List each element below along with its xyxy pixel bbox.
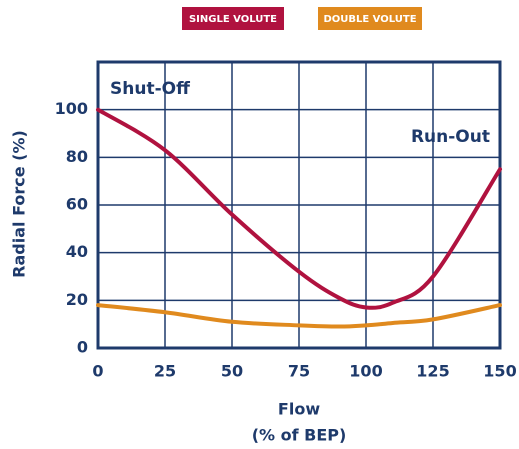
y-tick-label: 20 [66,290,88,309]
y-axis-label: Radial Force (%) [10,130,29,278]
y-tick-label: 60 [66,195,88,214]
y-tick-label: 0 [77,338,88,357]
line [96,303,502,329]
x-tick-label: 150 [483,362,516,381]
annotation: Shut-Off [110,79,190,99]
legend-label: SINGLE VOLUTE [189,14,277,25]
x-axis-label: Flow [278,400,320,419]
y-tick-label: 100 [55,99,88,118]
x-tick-label: 50 [221,362,243,381]
legend-swatch [318,7,422,30]
x-axis-label: (% of BEP) [252,426,347,445]
y-tick-label: 80 [66,147,88,166]
line [96,107,502,310]
annotation: Run-Out [411,127,490,147]
plot-frame [96,60,502,350]
legend-swatch [182,7,284,30]
x-tick-label: 0 [92,362,103,381]
x-tick-label: 125 [416,362,449,381]
x-tick-label: 100 [349,362,382,381]
x-tick-label: 25 [154,362,176,381]
x-tick-label: 75 [288,362,310,381]
y-tick-label: 40 [66,242,88,261]
legend-label: DOUBLE VOLUTE [323,14,416,25]
